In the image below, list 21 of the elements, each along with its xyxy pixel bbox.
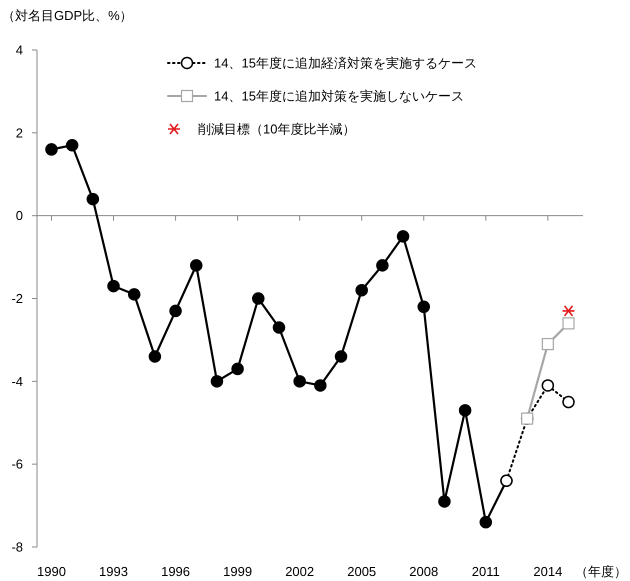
- legend-label: 14、15年度に追加経済対策を実施するケース: [214, 56, 477, 71]
- legend-label: 14、15年度に追加対策を実施しないケース: [214, 88, 464, 104]
- y-tick-label: 0: [16, 208, 23, 224]
- x-tick-label: 1993: [99, 564, 128, 579]
- x-tick-label: 2014: [533, 564, 562, 579]
- y-tick-label: -2: [11, 291, 23, 306]
- y-tick-label: -6: [11, 456, 23, 472]
- x-tick-label: 2011: [472, 564, 500, 579]
- x-tick-label: 2005: [347, 564, 376, 579]
- y-tick-label: -8: [11, 540, 23, 555]
- x-tick-label: 1996: [161, 564, 190, 579]
- legend-label: 削減目標（10年度比半減）: [198, 122, 356, 137]
- x-tick-label: 1999: [223, 564, 252, 579]
- y-tick-label: -4: [11, 374, 23, 389]
- x-axis-title: （年度）: [575, 564, 627, 579]
- y-axis-title: （対名目GDP比、%）: [2, 8, 133, 23]
- x-tick-label: 2002: [285, 564, 314, 579]
- y-tick-label: 2: [16, 125, 23, 140]
- y-tick-label: 4: [16, 42, 23, 58]
- x-tick-label: 2008: [409, 564, 438, 579]
- x-tick-label: 1990: [37, 564, 66, 579]
